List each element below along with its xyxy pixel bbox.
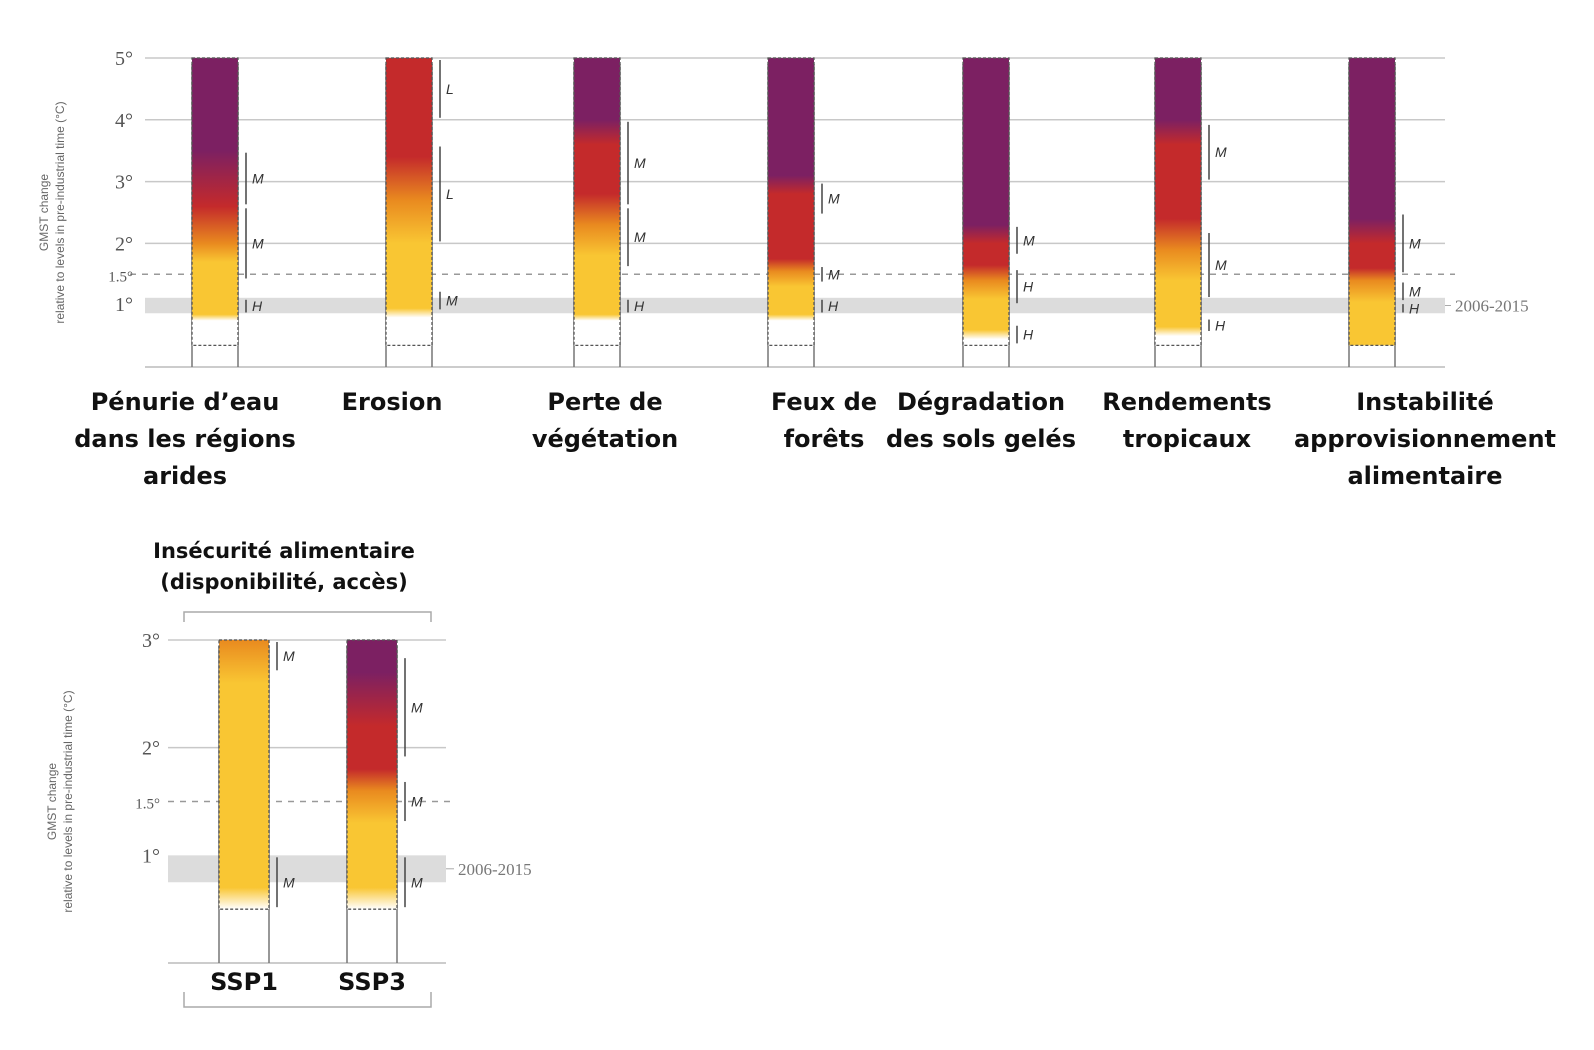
y-tick-label: 1.5° xyxy=(135,797,160,813)
ember-bar xyxy=(574,58,620,346)
confidence-level-label: M xyxy=(411,794,423,810)
confidence-level-label: M xyxy=(1023,232,1035,248)
y-tick-label: 5° xyxy=(115,48,133,70)
y-tick-label: 3° xyxy=(115,172,133,194)
ember-outline xyxy=(346,639,398,910)
confidence-level-label: M xyxy=(1409,283,1421,299)
ember-outline xyxy=(1348,57,1396,347)
category-label: Feux de xyxy=(771,388,877,416)
ember-bar xyxy=(192,58,238,346)
y-tick-label: 4° xyxy=(115,110,133,132)
confidence-level-label: M xyxy=(283,874,295,890)
y-axis-title-line2: relative to levels in pre-industrial tim… xyxy=(61,690,75,912)
confidence-level-label: H xyxy=(828,298,839,314)
ember-outline xyxy=(962,57,1010,347)
confidence-level-label: M xyxy=(411,699,423,715)
panel-title-line: (disponibilité, accès) xyxy=(160,570,408,594)
top-panel: 2006-2015 5° 4° 3° 2° 1.5° 1° GMST change relati… xyxy=(37,48,1556,490)
confidence-level-label: M xyxy=(252,171,264,187)
category-label: SSP3 xyxy=(338,968,406,996)
confidence-level-label: H xyxy=(1023,279,1034,295)
ember-bar xyxy=(768,58,814,346)
category-label: tropicaux xyxy=(1123,425,1252,453)
confidence-level-label: M xyxy=(252,235,264,251)
reference-band-label: 2006-2015 xyxy=(1455,297,1529,316)
confidence-level-label: L xyxy=(446,186,454,202)
confidence-level-label: M xyxy=(634,155,646,171)
ember-outline xyxy=(1154,57,1202,347)
y-axis-title-line2: relative to levels in pre-industrial tim… xyxy=(53,101,67,323)
reference-band-label: 2006-2015 xyxy=(458,860,532,879)
ember-outline xyxy=(573,57,621,347)
category-label: Instabilité xyxy=(1356,388,1494,416)
confidence-level-label: M xyxy=(634,229,646,245)
confidence-level-label: H xyxy=(1409,300,1420,316)
ember-bar xyxy=(219,640,269,910)
category-label: forêts xyxy=(784,425,865,453)
confidence-level-label: H xyxy=(634,298,645,314)
category-label: Perte de xyxy=(547,388,662,416)
category-label: approvisionnement xyxy=(1294,425,1556,453)
ember-bar xyxy=(1349,58,1395,346)
category-label: Erosion xyxy=(342,388,443,416)
y-tick-label: 1° xyxy=(142,845,160,867)
category-label: Rendements xyxy=(1102,388,1271,416)
y-tick-label: 1° xyxy=(115,294,133,316)
confidence-level-label: M xyxy=(283,648,295,664)
confidence-level-label: M xyxy=(1409,235,1421,251)
ember-bar xyxy=(1155,58,1201,346)
confidence-level-label: H xyxy=(1215,317,1226,333)
ember-outline xyxy=(385,57,433,347)
ember-bar xyxy=(347,640,397,910)
ember-bar xyxy=(963,58,1009,346)
panel-title-line: Insécurité alimentaire xyxy=(153,539,415,563)
ember-outline xyxy=(767,57,815,347)
confidence-level-label: L xyxy=(446,81,454,97)
category-label: des sols gelés xyxy=(886,425,1076,453)
confidence-level-label: M xyxy=(1215,144,1227,160)
confidence-level-label: H xyxy=(252,298,263,314)
confidence-level-label: M xyxy=(828,266,840,282)
confidence-level-label: M xyxy=(828,191,840,207)
category-label: Pénurie d’eau xyxy=(91,388,280,416)
category-label: arides xyxy=(143,462,227,490)
y-tick-label: 2° xyxy=(142,738,160,760)
confidence-level-label: M xyxy=(446,293,458,309)
ember-outline xyxy=(218,639,270,910)
category-label: alimentaire xyxy=(1347,462,1502,490)
category-bracket xyxy=(183,992,432,1008)
reference-band xyxy=(168,855,446,883)
y-axis-title-line1: GMST change xyxy=(37,174,51,251)
category-label: SSP1 xyxy=(210,968,278,996)
confidence-level-label: M xyxy=(1215,257,1227,273)
confidence-level-label: H xyxy=(1023,327,1034,343)
y-tick-label: 1.5° xyxy=(108,269,133,285)
category-label: Dégradation xyxy=(897,388,1065,416)
y-axis-title-line1: GMST change xyxy=(45,763,59,840)
category-label: végétation xyxy=(532,425,678,453)
bottom-panel: 2006-2015 3° 2° 1.5° 1° GMST change relative t… xyxy=(45,539,532,1008)
ember-bar xyxy=(386,58,432,346)
ember-outline xyxy=(191,57,239,347)
title-bracket xyxy=(183,611,432,622)
y-tick-label: 3° xyxy=(142,630,160,652)
category-label: dans les régions xyxy=(74,425,296,453)
confidence-level-label: M xyxy=(411,874,423,890)
y-tick-label: 2° xyxy=(115,233,133,255)
